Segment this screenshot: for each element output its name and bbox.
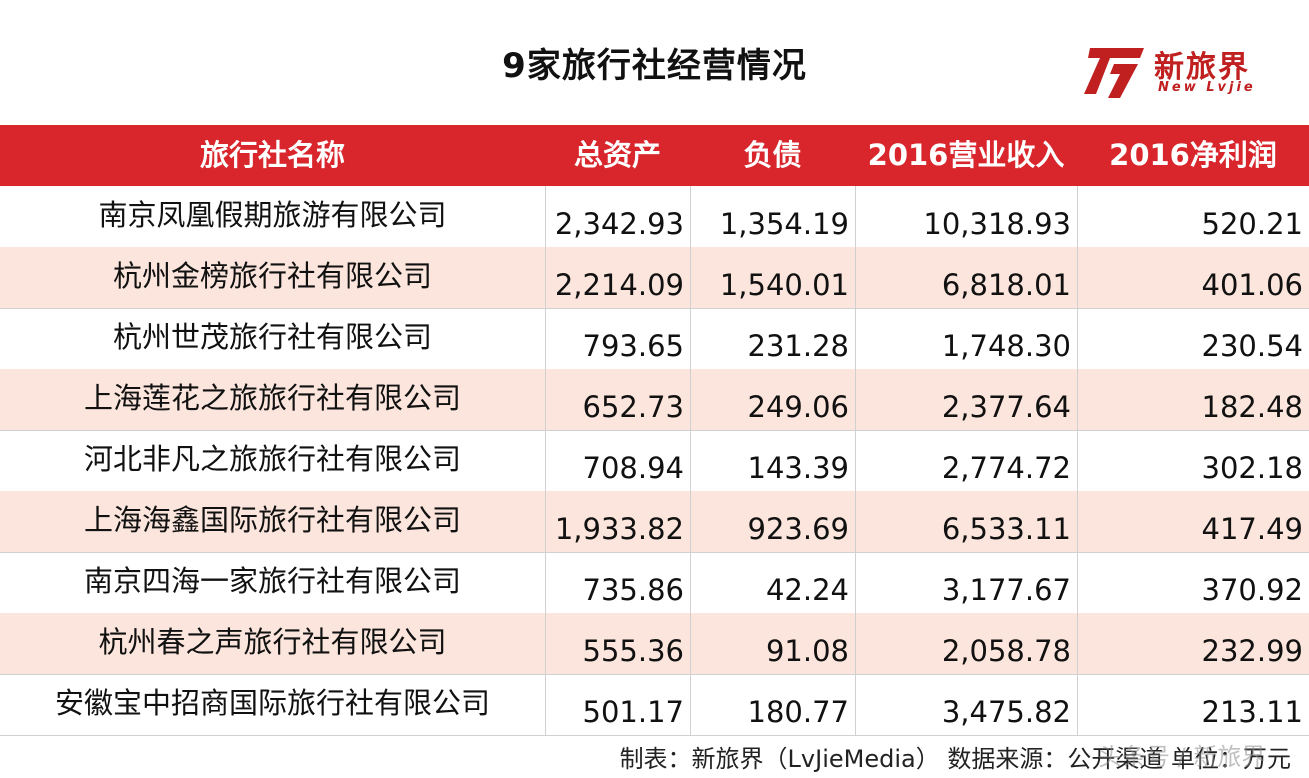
cell-net-profit-2016: 230.54: [1201, 329, 1303, 363]
header-name: 旅行社名称: [199, 138, 345, 172]
header-total-assets: 总资产: [573, 138, 661, 172]
brand-logo-mark-icon: [1084, 48, 1144, 98]
cell-revenue-2016: 6,533.11: [941, 512, 1071, 546]
cell-total-assets: 793.65: [582, 329, 684, 363]
cell-company-name: 河北非凡之旅旅行社有限公司: [83, 442, 461, 476]
cell-revenue-2016: 3,177.67: [941, 573, 1071, 607]
table-row: 上海莲花之旅旅行社有限公司 652.73 249.06 2,377.64 182.48: [0, 369, 1309, 430]
cell-company-name: 安徽宝中招商国际旅行社有限公司: [54, 686, 490, 720]
cell-total-assets: 652.73: [582, 390, 684, 424]
brand-logo-cn: 新旅界: [1154, 50, 1250, 85]
cell-company-name: 南京四海一家旅行社有限公司: [83, 564, 461, 598]
cell-total-assets: 501.17: [582, 695, 684, 729]
cell-net-profit-2016: 213.11: [1201, 695, 1303, 729]
cell-company-name: 杭州春之声旅行社有限公司: [98, 625, 447, 659]
cell-net-profit-2016: 520.21: [1201, 207, 1303, 241]
row-divider: [0, 430, 1309, 431]
watermark: 头条号 / 新旅界: [1098, 743, 1266, 771]
table-row: 杭州世茂旅行社有限公司 793.65 231.28 1,748.30 230.54: [0, 308, 1309, 369]
cell-net-profit-2016: 401.06: [1201, 268, 1303, 302]
brand-logo: 新旅界 New Lvjie: [1080, 40, 1280, 100]
table-row: 杭州春之声旅行社有限公司 555.36 91.08 2,058.78 232.99: [0, 613, 1309, 674]
title-bar: 9家旅行社经营情况 新旅界 New Lvjie: [0, 0, 1309, 126]
cell-revenue-2016: 1,748.30: [941, 329, 1071, 363]
cell-company-name: 杭州金榜旅行社有限公司: [112, 259, 432, 293]
column-divider: [545, 186, 546, 735]
header-liabilities: 负债: [743, 138, 802, 172]
cell-total-assets: 708.94: [582, 451, 684, 485]
row-divider: [0, 552, 1309, 553]
column-divider: [855, 186, 856, 735]
cell-revenue-2016: 2,377.64: [941, 390, 1071, 424]
cell-net-profit-2016: 232.99: [1201, 634, 1303, 668]
brand-logo-en: New Lvjie: [1158, 80, 1256, 95]
table-row: 南京四海一家旅行社有限公司 735.86 42.24 3,177.67 370.92: [0, 552, 1309, 613]
cell-company-name: 上海海鑫国际旅行社有限公司: [83, 503, 461, 537]
table-row: 上海海鑫国际旅行社有限公司 1,933.82 923.69 6,533.11 417.4…: [0, 491, 1309, 552]
column-divider: [690, 186, 691, 735]
cell-liabilities: 42.24: [765, 573, 849, 607]
cell-revenue-2016: 6,818.01: [941, 268, 1071, 302]
cell-liabilities: 91.08: [765, 634, 849, 668]
footer-source-note: 制表：新旅界（LvJieMedia） 数据来源：公开渠道 单位：万元: [619, 745, 1291, 773]
cell-revenue-2016: 10,318.93: [923, 207, 1071, 241]
cell-revenue-2016: 2,058.78: [941, 634, 1071, 668]
cell-total-assets: 1,933.82: [554, 512, 684, 546]
cell-liabilities: 923.69: [747, 512, 849, 546]
row-divider: [0, 674, 1309, 675]
cell-liabilities: 231.28: [747, 329, 849, 363]
cell-net-profit-2016: 370.92: [1201, 573, 1303, 607]
cell-net-profit-2016: 182.48: [1201, 390, 1303, 424]
column-divider: [1077, 186, 1078, 735]
table-row: 安徽宝中招商国际旅行社有限公司 501.17 180.77 3,475.82 213.1…: [0, 674, 1309, 735]
cell-revenue-2016: 2,774.72: [941, 451, 1071, 485]
cell-net-profit-2016: 302.18: [1201, 451, 1303, 485]
cell-liabilities: 143.39: [747, 451, 849, 485]
cell-liabilities: 1,540.01: [719, 268, 849, 302]
cell-liabilities: 180.77: [747, 695, 849, 729]
cell-total-assets: 735.86: [582, 573, 684, 607]
cell-company-name: 南京凤凰假期旅游有限公司: [98, 198, 447, 232]
header-revenue-2016: 2016营业收入: [867, 138, 1065, 172]
cell-liabilities: 249.06: [747, 390, 849, 424]
footer: 制表：新旅界（LvJieMedia） 数据来源：公开渠道 单位：万元: [0, 735, 1309, 778]
row-divider: [0, 308, 1309, 309]
cell-total-assets: 2,342.93: [554, 207, 684, 241]
header-net-profit-2016: 2016净利润: [1109, 138, 1277, 172]
table-header-row: 旅行社名称 总资产 负债 2016营业收入 2016净利润: [0, 125, 1309, 186]
table-row: 杭州金榜旅行社有限公司 2,214.09 1,540.01 6,818.01 401.0…: [0, 247, 1309, 308]
cell-net-profit-2016: 417.49: [1201, 512, 1303, 546]
cell-total-assets: 2,214.09: [554, 268, 684, 302]
cell-liabilities: 1,354.19: [719, 207, 849, 241]
cell-revenue-2016: 3,475.82: [941, 695, 1071, 729]
table-title: 9家旅行社经营情况: [502, 46, 807, 86]
cell-company-name: 杭州世茂旅行社有限公司: [112, 320, 432, 354]
table-row: 南京凤凰假期旅游有限公司 2,342.93 1,354.19 10,318.93 520…: [0, 186, 1309, 247]
cell-total-assets: 555.36: [582, 634, 684, 668]
cell-company-name: 上海莲花之旅旅行社有限公司: [83, 381, 461, 415]
table-row: 河北非凡之旅旅行社有限公司 708.94 143.39 2,774.72 302.18: [0, 430, 1309, 491]
